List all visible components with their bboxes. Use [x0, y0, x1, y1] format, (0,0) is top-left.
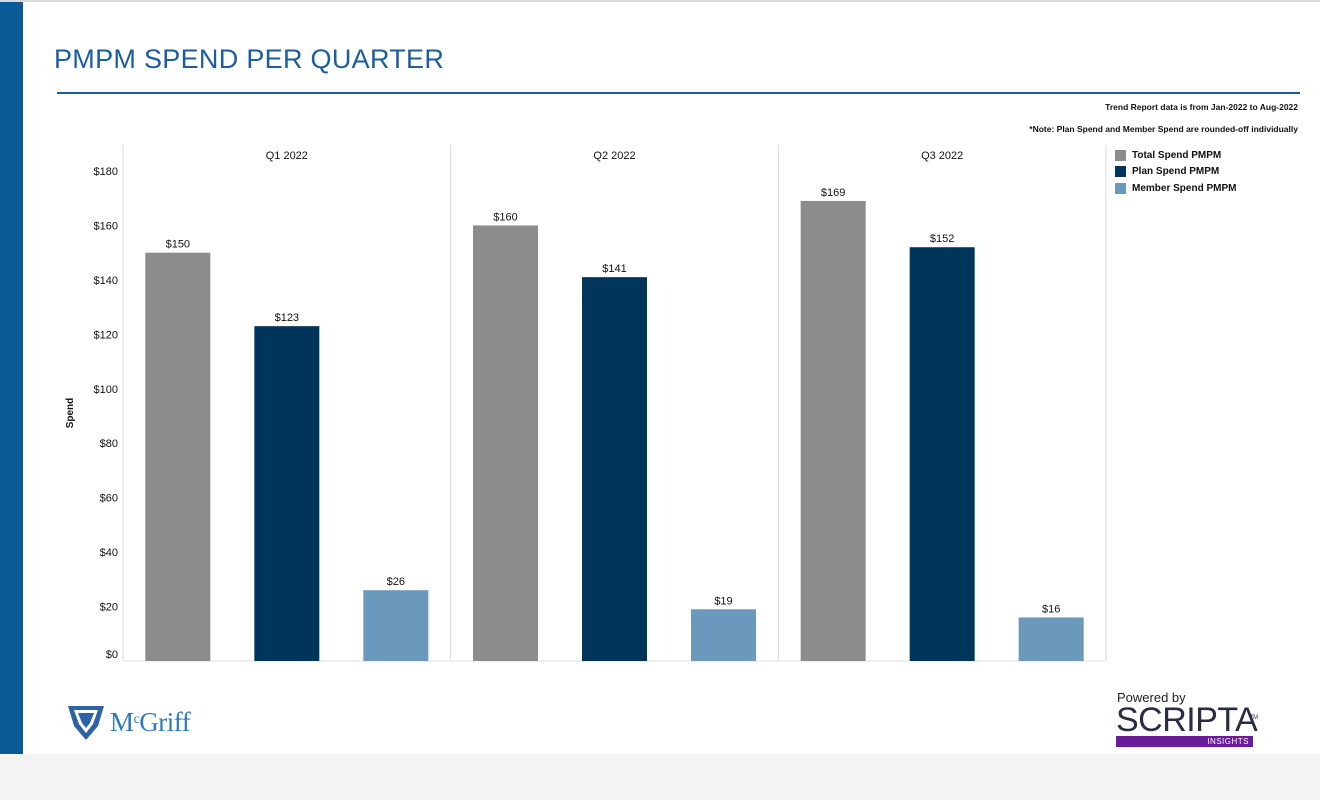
legend-label: Plan Spend PMPM — [1132, 166, 1219, 177]
bar-data-label: $169 — [821, 187, 845, 199]
y-tick-label: $80 — [100, 438, 118, 450]
y-tick-label: $180 — [94, 166, 118, 178]
legend-item: Member Spend PMPM — [1115, 180, 1236, 197]
legend-label: Member Spend PMPM — [1132, 183, 1236, 194]
y-tick-label: $120 — [94, 329, 118, 341]
panel-header: Q2 2022 — [593, 150, 635, 162]
panel-header: Q1 2022 — [266, 150, 308, 162]
bar — [473, 225, 538, 661]
y-tick-label: $0 — [106, 649, 118, 661]
y-tick-label: $40 — [100, 547, 118, 559]
bar-data-label: $16 — [1042, 603, 1060, 615]
bar-data-label: $26 — [387, 576, 405, 588]
bar — [1019, 617, 1084, 661]
bar-data-label: $160 — [493, 211, 517, 223]
bar — [691, 609, 756, 661]
y-tick-label: $60 — [100, 493, 118, 505]
bar — [801, 201, 866, 661]
legend-item: Total Spend PMPM — [1115, 147, 1236, 164]
panel-header: Q3 2022 — [921, 150, 963, 162]
bar-data-label: $150 — [166, 239, 190, 251]
legend-swatch — [1115, 183, 1126, 194]
bar-data-label: $141 — [602, 263, 626, 275]
legend-swatch — [1115, 150, 1126, 161]
mcgriff-wordmark: McGriff — [110, 707, 190, 738]
mcgriff-shield-icon — [66, 702, 106, 742]
legend-label: Total Spend PMPM — [1132, 150, 1221, 161]
bar — [910, 247, 975, 661]
bar — [363, 590, 428, 661]
scripta-logo: Powered by SCRIPTA TM INSIGHTS — [1116, 690, 1256, 747]
bar-data-label: $123 — [275, 312, 299, 324]
bar — [145, 253, 210, 661]
legend-swatch — [1115, 166, 1126, 177]
chart-legend: Total Spend PMPM Plan Spend PMPM Member Sp… — [1115, 147, 1236, 197]
legend-item: Plan Spend PMPM — [1115, 164, 1236, 181]
y-tick-label: $160 — [94, 220, 118, 232]
y-axis-title: Spend — [65, 398, 76, 429]
bar-data-label: $152 — [930, 233, 954, 245]
bar — [582, 277, 647, 661]
y-tick-label: $20 — [100, 602, 118, 614]
bar — [254, 326, 319, 661]
y-tick-label: $100 — [94, 384, 118, 396]
bar-data-label: $19 — [714, 595, 732, 607]
mcgriff-logo: McGriff — [66, 702, 190, 742]
y-tick-label: $140 — [94, 275, 118, 287]
scripta-wordmark: SCRIPTA TM — [1116, 705, 1256, 735]
